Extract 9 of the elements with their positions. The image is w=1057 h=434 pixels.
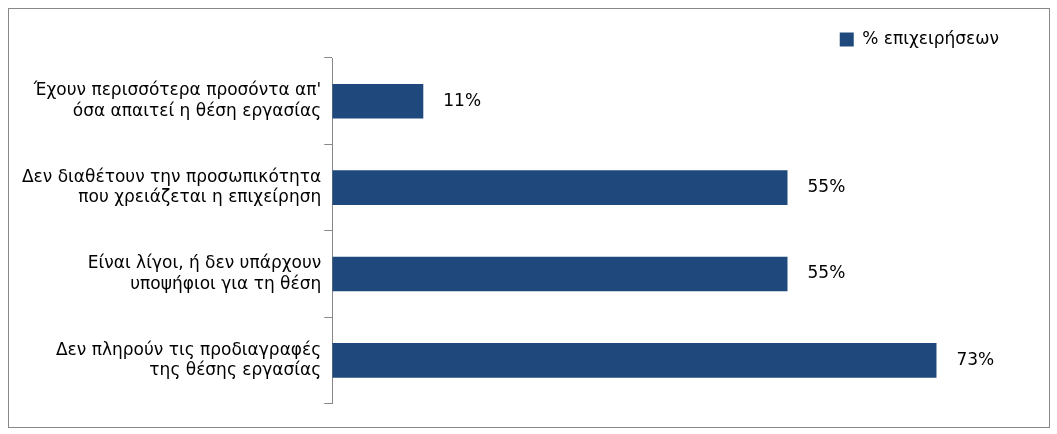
legend-label: % επιχειρήσεων [862,27,1000,48]
y-tick-label: Δεν πληρούν τις προδιαγραφές της θέσης εργασίας [55,338,322,380]
data-label: 55% [807,262,846,283]
data-label: 55% [807,176,846,197]
y-tick-label: Δεν διαθέτουν την προσωπικότητα που χρειάζεται η επιχείρηση [21,165,322,207]
data-label: 11% [443,89,482,110]
y-tick-label: Έχουν περισσότερα προσόντα απ' όσα απαιτεί η θέση εργασίας [32,79,322,120]
y-tick-label: Είναι λίγοι, ή δεν υπάρχουν υποψήφιοι για τη θέση [87,252,322,293]
data-label: 73% [956,348,995,369]
